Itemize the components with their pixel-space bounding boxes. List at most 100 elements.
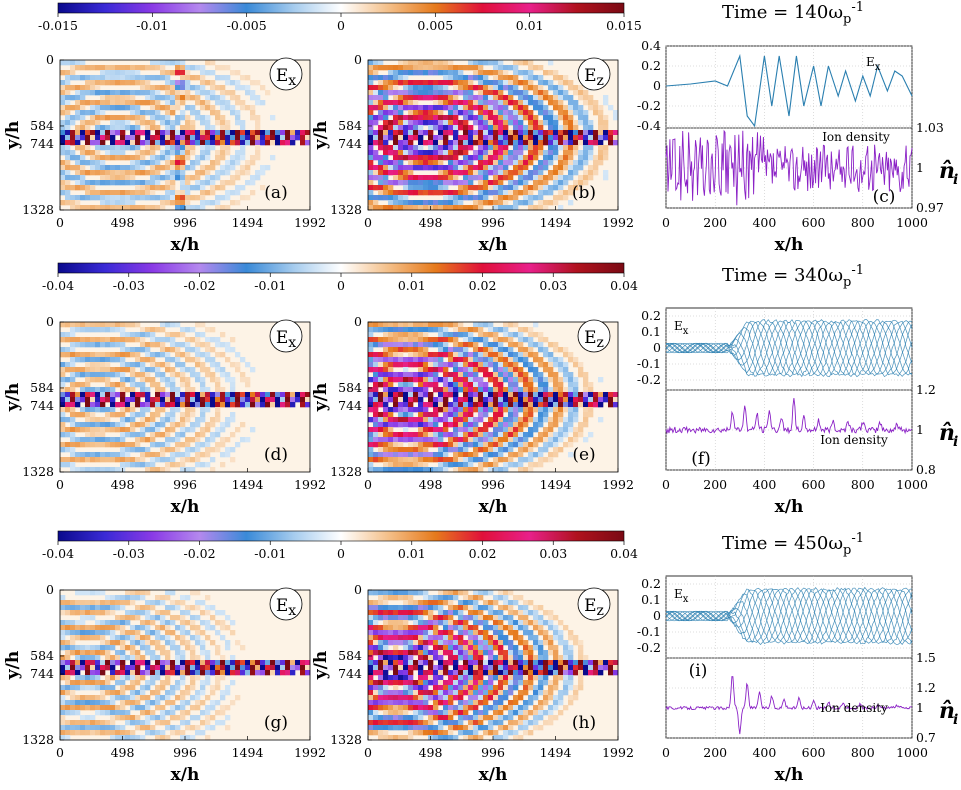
heatmap-cell xyxy=(230,160,236,166)
heatmap-cell xyxy=(65,605,71,611)
heatmap-cell xyxy=(528,427,534,433)
heatmap-cell xyxy=(70,665,76,671)
heatmap-cell xyxy=(548,110,554,116)
heatmap-cell xyxy=(60,95,66,101)
heatmap-cell xyxy=(528,95,534,101)
heatmap-cell xyxy=(195,432,201,438)
heatmap-cell xyxy=(428,130,434,136)
heatmap-cell xyxy=(373,432,379,438)
heatmap-cell xyxy=(150,180,156,186)
heatmap-cell xyxy=(378,447,384,453)
heatmap-cell xyxy=(135,660,141,666)
heatmap-cell xyxy=(438,125,444,131)
heatmap-cell xyxy=(523,437,529,443)
heatmap-cell xyxy=(533,402,539,408)
heatmap-cell xyxy=(503,205,509,211)
heatmap-cell xyxy=(60,190,66,196)
heatmap-cell xyxy=(165,675,171,681)
heatmap-cell xyxy=(608,402,614,408)
heatmap-cell xyxy=(563,75,569,81)
heatmap-cell xyxy=(60,715,66,721)
heatmap-cell xyxy=(170,690,176,696)
heatmap-cell xyxy=(443,100,449,106)
heatmap-cell xyxy=(150,467,156,473)
heatmap-cell xyxy=(533,397,539,403)
heatmap-cell xyxy=(398,382,404,388)
heatmap-cell xyxy=(80,105,86,111)
heatmap-cell xyxy=(563,407,569,413)
heatmap-cell xyxy=(85,427,91,433)
heatmap-cell xyxy=(418,110,424,116)
heatmap-cell xyxy=(230,680,236,686)
heatmap-cell xyxy=(210,447,216,453)
heatmap-cell xyxy=(145,347,151,353)
y-tick-label: 744 xyxy=(30,136,54,151)
heatmap-cell xyxy=(75,645,81,651)
heatmap-cell xyxy=(105,665,111,671)
heatmap-cell xyxy=(538,170,544,176)
heatmap-cell xyxy=(513,362,519,368)
heatmap-cell xyxy=(373,130,379,136)
heatmap-cell xyxy=(205,372,211,378)
heatmap-cell xyxy=(120,357,126,363)
colorbar-tick-label: -0.015 xyxy=(38,18,78,33)
heatmap-cell xyxy=(105,595,111,601)
heatmap-cell xyxy=(95,110,101,116)
heatmap-cell xyxy=(95,327,101,333)
heatmap-cell xyxy=(428,377,434,383)
heatmap-cell xyxy=(95,700,101,706)
heatmap-cell xyxy=(110,700,116,706)
heatmap-cell xyxy=(220,625,226,631)
heatmap-cell xyxy=(528,70,534,76)
heatmap-cell xyxy=(503,175,509,181)
heatmap-cell xyxy=(423,372,429,378)
heatmap-cell xyxy=(115,195,121,201)
x-tick-label: 200 xyxy=(703,215,727,230)
heatmap-cell xyxy=(200,462,206,468)
heatmap-cell xyxy=(65,95,71,101)
heatmap-cell xyxy=(145,100,151,106)
heatmap-cell xyxy=(170,600,176,606)
heatmap-cell xyxy=(80,195,86,201)
heatmap-cell xyxy=(230,200,236,206)
heatmap-cell xyxy=(498,170,504,176)
heatmap-cell xyxy=(423,90,429,96)
heatmap-cell xyxy=(70,447,76,453)
heatmap-cell xyxy=(508,417,514,423)
heatmap-cell xyxy=(463,160,469,166)
heatmap-cell xyxy=(145,645,151,651)
heatmap-cell xyxy=(388,467,394,473)
heatmap-cell xyxy=(583,145,589,151)
heatmap-cell xyxy=(403,457,409,463)
heatmap-cell xyxy=(438,362,444,368)
heatmap-cell xyxy=(493,75,499,81)
heatmap-cell xyxy=(378,422,384,428)
heatmap-cell xyxy=(155,105,161,111)
heatmap-cell xyxy=(398,412,404,418)
heatmap-cell xyxy=(180,145,186,151)
heatmap-cell xyxy=(65,180,71,186)
heatmap-cell xyxy=(80,635,86,641)
heatmap-cell xyxy=(578,185,584,191)
heatmap-cell xyxy=(493,200,499,206)
heatmap-cell xyxy=(185,185,191,191)
heatmap-cell xyxy=(210,60,216,66)
heatmap-cell xyxy=(458,332,464,338)
heatmap-cell xyxy=(285,135,291,141)
heatmap-cell xyxy=(498,327,504,333)
heatmap-cell xyxy=(533,175,539,181)
heatmap-cell xyxy=(180,377,186,383)
heatmap-cell xyxy=(468,140,474,146)
heatmap-cell xyxy=(175,715,181,721)
heatmap-cell xyxy=(90,457,96,463)
heatmap-cell xyxy=(85,377,91,383)
heatmap-cell xyxy=(85,372,91,378)
heatmap-cell xyxy=(593,170,599,176)
heatmap-cell xyxy=(150,337,156,343)
heatmap-cell xyxy=(285,670,291,676)
heatmap-cell xyxy=(403,322,409,328)
heatmap-cell xyxy=(568,125,574,131)
heatmap-cell xyxy=(498,195,504,201)
heatmap-cell xyxy=(155,160,161,166)
